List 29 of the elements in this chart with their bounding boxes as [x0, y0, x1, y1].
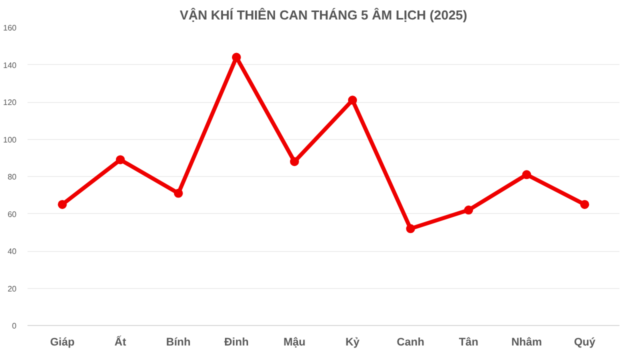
y-tick-label: 140	[3, 60, 18, 70]
point	[116, 155, 125, 164]
point	[406, 224, 416, 234]
x-tick-label: Kỷ	[345, 336, 360, 348]
y-tick-label: 60	[8, 210, 18, 219]
y-tick-label: 80	[8, 172, 18, 182]
point	[464, 206, 474, 215]
point	[290, 157, 299, 166]
y-tick-label: 160	[3, 24, 18, 32]
x-tick-label: Nhâm	[511, 336, 542, 348]
y-tick-label: 20	[8, 284, 18, 294]
x-tick-label: Tân	[458, 336, 479, 348]
y-tick-label: 40	[8, 247, 18, 256]
y-tick-label: 0	[12, 322, 18, 330]
x-tick-label: Bính	[166, 336, 191, 348]
y-tick-label: 100	[3, 135, 18, 144]
x-tick-label: Mậu	[283, 336, 306, 348]
point	[580, 200, 590, 209]
point	[58, 200, 67, 209]
x-tick-label: Canh	[396, 336, 425, 348]
point	[348, 96, 358, 105]
x-tick-label: Ất	[114, 336, 127, 348]
x-tick-label: Đinh	[224, 336, 249, 348]
point	[174, 188, 183, 198]
x-tick-label: Giáp	[50, 336, 75, 348]
point	[522, 170, 532, 180]
chart-title: VẬN KHÍ THIÊN CAN THÁNG 5 ÂM LỊCH (2025)	[180, 8, 468, 22]
y-tick-label: 120	[3, 98, 18, 107]
x-tick-label: Quý	[574, 336, 596, 348]
